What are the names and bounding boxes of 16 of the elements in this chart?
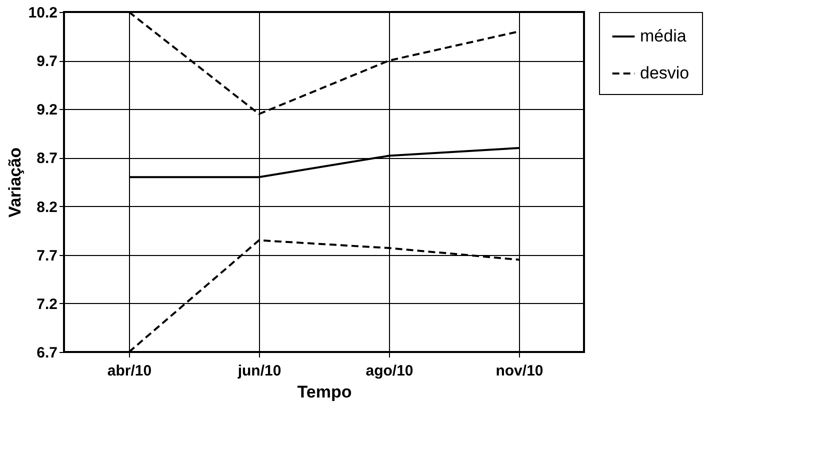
- y-tick-label: 10.2: [28, 4, 58, 22]
- y-tick-label: 8.7: [36, 150, 58, 168]
- y-axis-title: Variação: [5, 148, 24, 218]
- legend-label: desvio: [640, 64, 690, 82]
- x-tick-label: jun/10: [236, 362, 282, 380]
- legend-label: média: [640, 26, 687, 46]
- y-tick-label: 8.2: [36, 198, 58, 216]
- x-axis-title: Tempo: [297, 382, 352, 402]
- x-tick-label: abr/10: [107, 362, 152, 380]
- y-tick-label: 6.7: [36, 344, 58, 362]
- y-tick-label: 7.7: [36, 247, 58, 264]
- y-tick-label: 9.2: [36, 102, 58, 119]
- y-tick-label: 9.7: [36, 53, 58, 70]
- y-tick-label: 7.2: [36, 296, 58, 313]
- x-tick-label: nov/10: [496, 362, 544, 380]
- x-tick-label: ago/10: [366, 362, 414, 380]
